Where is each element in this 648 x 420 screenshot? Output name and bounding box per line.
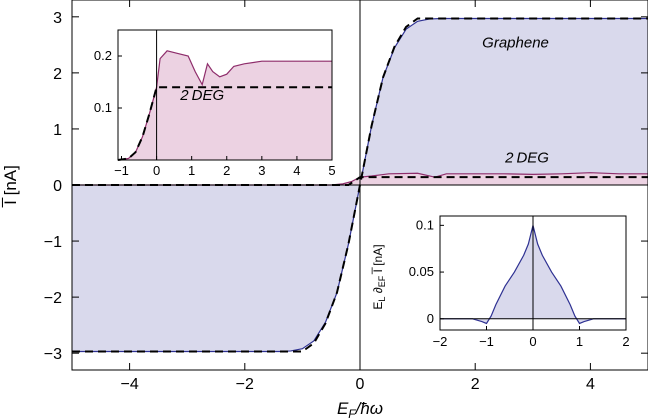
inset-2deg-series-layer	[117, 30, 332, 161]
inset-2deg-xtick-label-5: 4	[293, 163, 300, 178]
inset-2deg-xtick-label-2: 1	[188, 163, 195, 178]
inset-2deg-xtick-label-3: 2	[223, 163, 230, 178]
inset-derivative-xtick-label-0: −2	[433, 334, 448, 349]
inset-derivative-ytick-label-1: 0.05	[409, 264, 434, 279]
inset-derivative-xtick-label-1: −1	[479, 334, 494, 349]
inset-2deg-xtick-label-6: 5	[328, 163, 335, 178]
main-xtick-label-4: 4	[586, 376, 595, 393]
graphene-label: Graphene	[482, 35, 549, 52]
main-ytick-label-6: 3	[53, 10, 62, 27]
main-ticks-layer: −4 −2 0 2 4 −3 −2 −1 0 1 2 3	[44, 0, 648, 393]
inset-derivative-plot: −2 −1 0 1 2 0 0.05 0.1 EL ∂EF I̅ [nA]	[371, 215, 630, 349]
inset-2deg-series-area-0	[118, 50, 332, 160]
2deg-label: 2 DEG	[504, 150, 549, 167]
inset-derivative-y-axis-label: EL ∂EF I̅ [nA]	[371, 244, 387, 309]
main-series-layer	[72, 0, 648, 370]
inset-derivative-ytick-label-2: 0.1	[416, 217, 434, 232]
main-ytick-label-2: −1	[44, 234, 62, 251]
inset-2deg-ytick-label-1: 0.2	[94, 48, 112, 63]
main-ytick-label-5: 2	[53, 66, 62, 83]
y-axis-label: I̅ [nA]	[1, 165, 20, 207]
inset-2deg-xtick-label-1: 0	[153, 163, 160, 178]
inset-derivative-series-layer	[440, 216, 626, 330]
main-xtick-label-0: −4	[120, 376, 138, 393]
x-axis-label: EF/ħω	[337, 399, 383, 420]
main-xtick-label-2: 0	[356, 376, 365, 393]
inset-derivative-ticks-layer: −2 −1 0 1 2 0 0.05 0.1	[409, 217, 630, 349]
main-series-line-3	[72, 176, 648, 186]
main-xtick-label-1: −2	[236, 376, 254, 393]
inset-derivative-xtick-label-2: 0	[529, 334, 536, 349]
inset-derivative-xtick-label-4: 2	[622, 334, 629, 349]
main-ytick-label-3: 0	[53, 178, 62, 195]
inset-2deg-xtick-label-0: −1	[114, 163, 129, 178]
inset-2deg-plot: −1 0 1 2 3 4 5 0.1 0.2 2 DEG	[94, 29, 336, 178]
inset-2deg-label: 2 DEG	[179, 87, 224, 104]
main-ytick-label-4: 1	[53, 122, 62, 139]
main-xtick-label-3: 2	[471, 376, 480, 393]
inset-derivative-xtick-label-3: 1	[576, 334, 583, 349]
inset-2deg-ytick-label-0: 0.1	[94, 100, 112, 115]
inset-2deg-ticks-layer: −1 0 1 2 3 4 5 0.1 0.2	[94, 48, 336, 178]
inset-derivative-ytick-label-0: 0	[427, 311, 434, 326]
inset-2deg-xtick-label-4: 3	[258, 163, 265, 178]
inset-2deg-frame	[117, 29, 333, 161]
main-ytick-label-0: −3	[44, 346, 62, 363]
main-ytick-label-1: −2	[44, 290, 62, 307]
